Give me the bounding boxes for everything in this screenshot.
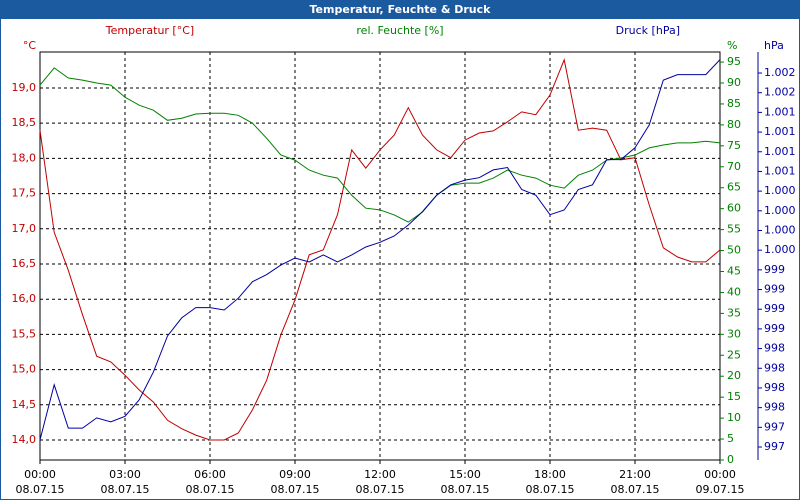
x-tick-date: 09.07.15 [696,483,745,496]
y2-tick-label: 0 [727,453,734,466]
y3-tick-label: 1.002 [764,86,796,99]
y3-tick-label: 1.000 [764,223,796,236]
y2-tick-label: 95 [727,55,741,68]
y-tick-label: 17,0 [12,222,37,235]
y3-tick-label: 1.002 [764,66,796,79]
y3-tick-label: 1.000 [764,184,796,197]
y2-tick-label: 80 [727,118,741,131]
y2-tick-label: 20 [727,369,741,382]
series-title: rel. Feuchte [%] [356,24,443,37]
y-tick-label: 15,0 [12,363,37,376]
y-tick-label: 16,0 [12,292,37,305]
series-line [39,58,721,441]
y2-tick-label: 10 [727,411,741,424]
x-tick-label: 00:00 [704,468,736,481]
x-tick-label: 03:00 [109,468,141,481]
y2-tick-label: 85 [727,97,741,110]
y-tick-label: 17,5 [12,187,37,200]
series-title: Temperatur [°C] [105,24,194,37]
x-tick-date: 08.07.15 [441,483,490,496]
x-tick-label: 06:00 [194,468,226,481]
x-tick-label: 18:00 [534,468,566,481]
y3-tick-label: 999 [764,283,785,296]
x-tick-label: 12:00 [364,468,396,481]
x-tick-label: 09:00 [279,468,311,481]
y-tick-label: 18,5 [12,116,37,129]
y3-tick-label: 999 [764,322,785,335]
y3-tick-label: 1.000 [764,243,796,256]
y3-tick-label: 998 [764,401,785,414]
y3-tick-label: 999 [764,263,785,276]
y-tick-label: 18,0 [12,151,37,164]
y2-tick-label: 5 [727,432,734,445]
y2-unit: % [727,39,737,52]
y2-tick-label: 90 [727,76,741,89]
y3-unit: hPa [764,39,784,52]
y-tick-label: 16,5 [12,257,37,270]
y3-tick-label: 1.001 [764,145,796,158]
y-tick-label: 14,5 [12,398,37,411]
series-line [39,59,721,441]
title-bar [0,0,800,19]
y2-tick-label: 45 [727,264,741,277]
y3-tick-label: 998 [764,342,785,355]
y3-tick-label: 1.000 [764,204,796,217]
x-tick-date: 08.07.15 [186,483,235,496]
y-unit: °C [23,39,37,52]
y3-tick-label: 1.001 [764,125,796,138]
y3-tick-label: 998 [764,361,785,374]
y3-tick-label: 1.001 [764,164,796,177]
y3-tick-label: 999 [764,302,785,315]
y2-tick-label: 40 [727,285,741,298]
y2-tick-label: 25 [727,348,741,361]
x-tick-label: 15:00 [449,468,481,481]
y2-tick-label: 15 [727,390,741,403]
x-tick-date: 08.07.15 [611,483,660,496]
y2-tick-label: 35 [727,306,741,319]
series-title: Druck [hPa] [616,24,680,37]
y-tick-label: 15,5 [12,327,37,340]
x-tick-date: 08.07.15 [271,483,320,496]
x-tick-date: 08.07.15 [526,483,575,496]
y3-tick-label: 1.001 [764,105,796,118]
x-tick-date: 08.07.15 [16,483,65,496]
x-tick-label: 00:00 [24,468,56,481]
y3-tick-label: 997 [764,440,785,453]
x-tick-label: 21:00 [619,468,651,481]
chart-title: Temperatur, Feuchte & Druck [310,3,492,16]
y2-tick-label: 30 [727,327,741,340]
y3-tick-label: 998 [764,381,785,394]
y-tick-label: 14,0 [12,433,37,446]
y2-tick-label: 55 [727,223,741,236]
y3-tick-label: 997 [764,420,785,433]
y-tick-label: 19,0 [12,81,37,94]
y2-tick-label: 75 [727,139,741,152]
y2-tick-label: 65 [727,181,741,194]
x-tick-date: 08.07.15 [356,483,405,496]
x-tick-date: 08.07.15 [101,483,150,496]
y2-tick-label: 70 [727,160,741,173]
y2-tick-label: 60 [727,202,741,215]
y2-tick-label: 50 [727,244,741,257]
